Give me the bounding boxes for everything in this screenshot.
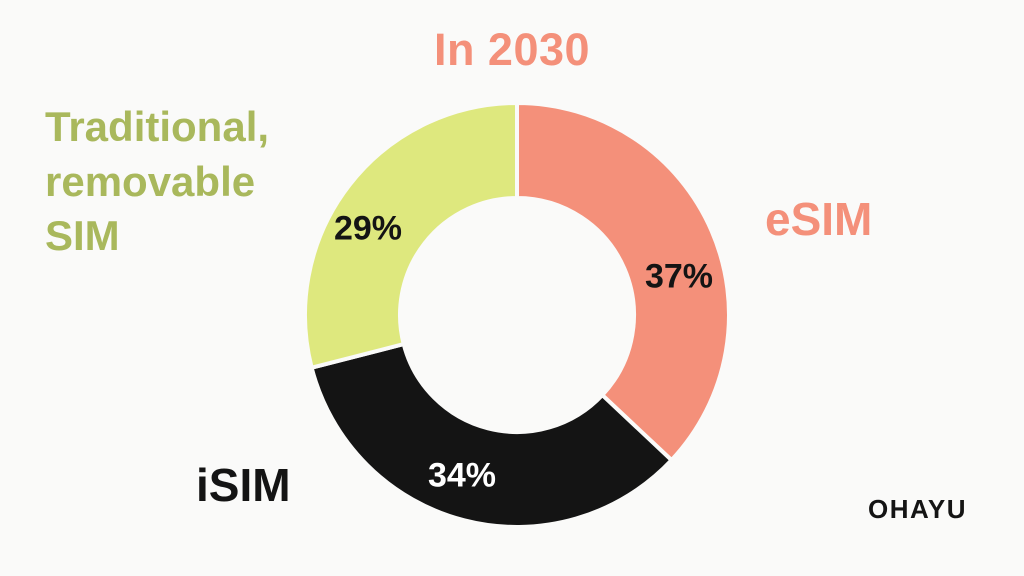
slice-value-traditional: 29% bbox=[333, 209, 403, 248]
label-isim: iSIM bbox=[196, 459, 291, 511]
brand-logo: OHAYU bbox=[868, 494, 968, 524]
label-traditional-sim: Traditional, removable SIM bbox=[45, 103, 270, 260]
slice-value-esim: 37% bbox=[644, 257, 714, 296]
chart-title: In 2030 bbox=[433, 24, 591, 75]
donut-slice-isim bbox=[309, 341, 675, 529]
slice-value-isim: 34% bbox=[427, 456, 497, 495]
label-esim: eSIM bbox=[765, 193, 873, 245]
donut-slice-esim bbox=[515, 100, 731, 463]
donut-slice-traditional bbox=[303, 100, 519, 371]
